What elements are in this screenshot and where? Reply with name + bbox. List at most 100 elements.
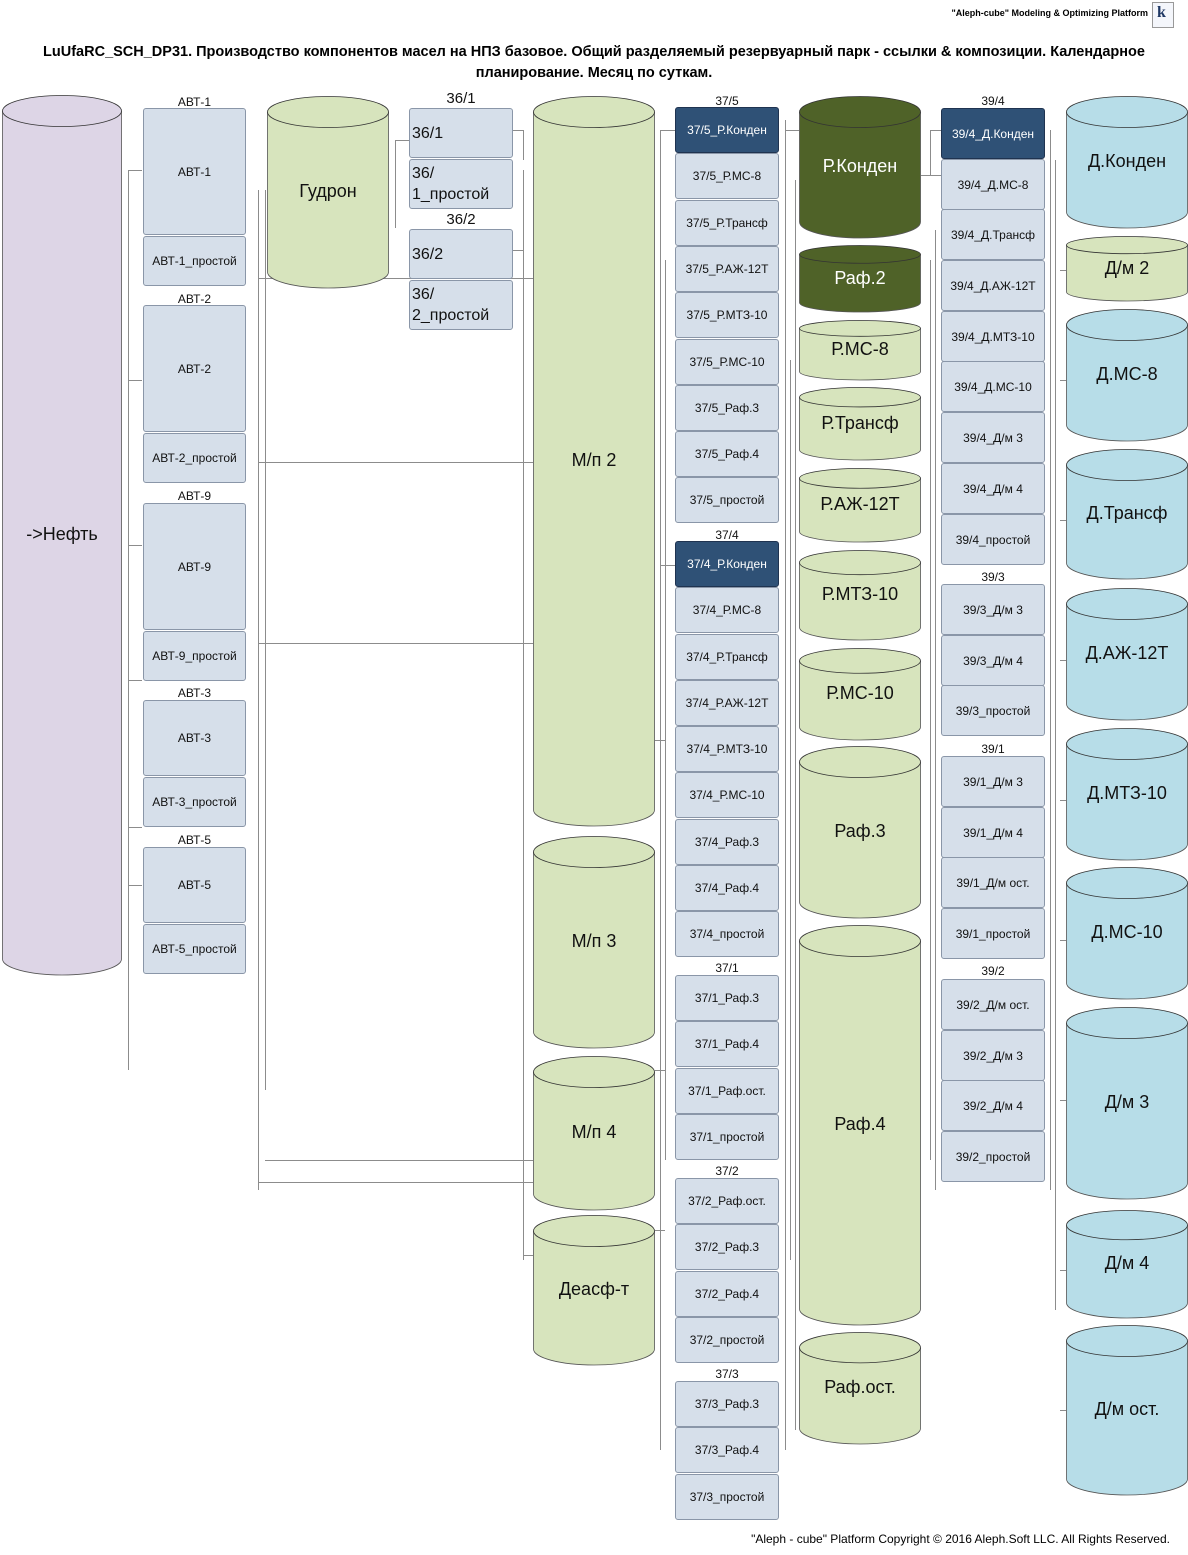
unit-mode-box[interactable]: 37/5_Р.МС-10: [675, 339, 779, 385]
tank-14[interactable]: Раф.3: [799, 746, 921, 919]
tank-shape: [1066, 728, 1188, 861]
unit-mode-box[interactable]: 37/2_Раф.3: [675, 1224, 779, 1270]
tank-11[interactable]: Р.АЖ-12Т: [799, 468, 921, 543]
unit-mode-box[interactable]: 37/4_Р.Конден: [675, 541, 779, 587]
tank-25[interactable]: Д/м 4: [1066, 1210, 1188, 1319]
tank-26[interactable]: Д/м ост.: [1066, 1325, 1188, 1496]
tank-24[interactable]: Д/м 3: [1066, 1007, 1188, 1200]
unit-mode-box[interactable]: 37/2_Раф.4: [675, 1271, 779, 1317]
unit-mode-box[interactable]: 37/1_Раф.3: [675, 975, 779, 1021]
tank-10[interactable]: Р.Трансф: [799, 387, 921, 461]
unit-mode-box[interactable]: 37/4_Р.МС-10: [675, 772, 779, 818]
tank-9[interactable]: Р.МС-8: [799, 320, 921, 381]
unit-mode-box[interactable]: 39/2_Д/м ост.: [941, 979, 1045, 1030]
unit-mode-box[interactable]: 37/5_Раф.3: [675, 385, 779, 431]
tank-6[interactable]: Деасф-т: [533, 1215, 655, 1366]
unit-mode-box[interactable]: 39/4_Д/м 3: [941, 412, 1045, 463]
unit-mode-box[interactable]: 39/2_простой: [941, 1131, 1045, 1182]
unit-mode-box[interactable]: 37/5_Р.Конден: [675, 107, 779, 153]
unit-mode-box[interactable]: 37/3_Раф.3: [675, 1381, 779, 1427]
tank-16[interactable]: Раф.ост.: [799, 1332, 921, 1445]
unit-mode-box[interactable]: 37/1_простой: [675, 1114, 779, 1160]
unit-mode-box[interactable]: АВТ-1_простой: [143, 236, 246, 286]
unit-mode-box[interactable]: АВТ-9: [143, 503, 246, 630]
unit-mode-box[interactable]: АВТ-9_простой: [143, 631, 246, 681]
connector-line: [655, 1070, 665, 1071]
unit-mode-box[interactable]: 37/3_Раф.4: [675, 1427, 779, 1473]
unit-mode-box[interactable]: 39/4_Д.Конден: [941, 108, 1045, 159]
unit-mode-box[interactable]: АВТ-2: [143, 305, 246, 432]
unit-mode-box[interactable]: 36/2: [409, 229, 513, 279]
unit-mode-box[interactable]: 37/4_Раф.4: [675, 865, 779, 911]
tank-12[interactable]: Р.МТЗ-10: [799, 550, 921, 641]
unit-header: АВТ-9: [177, 489, 212, 503]
tank-2[interactable]: Гудрон: [267, 96, 389, 289]
unit-mode-box[interactable]: 39/1_простой: [941, 908, 1045, 959]
unit-mode-box[interactable]: 37/1_Раф.ост.: [675, 1068, 779, 1114]
connector-line: [1060, 660, 1066, 661]
unit-mode-box[interactable]: 39/3_Д/м 4: [941, 635, 1045, 686]
unit-mode-box[interactable]: АВТ-5_простой: [143, 924, 246, 974]
unit-mode-box[interactable]: 37/4_простой: [675, 911, 779, 957]
unit-mode-box[interactable]: 37/1_Раф.4: [675, 1021, 779, 1067]
unit-mode-box[interactable]: АВТ-1: [143, 108, 246, 235]
unit-mode-box[interactable]: 37/4_Раф.3: [675, 819, 779, 865]
unit-mode-box[interactable]: 37/5_Р.Трансф: [675, 200, 779, 246]
unit-mode-box[interactable]: 39/3_простой: [941, 685, 1045, 736]
unit-mode-box[interactable]: 37/5_простой: [675, 477, 779, 523]
unit-mode-box[interactable]: 39/2_Д/м 4: [941, 1080, 1045, 1131]
unit-mode-box[interactable]: 37/5_Р.МС-8: [675, 153, 779, 199]
unit-mode-box[interactable]: 36/ 1_простой: [409, 159, 513, 209]
unit-mode-box[interactable]: 39/4_Д.МС-8: [941, 159, 1045, 210]
tank-20[interactable]: Д.Трансф: [1066, 449, 1188, 580]
tank-1[interactable]: ->Нефть: [2, 95, 122, 976]
unit-mode-box[interactable]: 37/4_Р.МС-8: [675, 587, 779, 633]
tank-7[interactable]: Р.Конден: [799, 96, 921, 239]
tank-13[interactable]: Р.МС-10: [799, 648, 921, 741]
tank-15[interactable]: Раф.4: [799, 925, 921, 1326]
unit-mode-box[interactable]: 39/1_Д/м ост.: [941, 857, 1045, 908]
unit-mode-box[interactable]: 39/4_Д.МТЗ-10: [941, 311, 1045, 362]
tank-8[interactable]: Раф.2: [799, 245, 921, 313]
unit-mode-box[interactable]: 36/1: [409, 108, 513, 158]
tank-22[interactable]: Д.МТЗ-10: [1066, 728, 1188, 861]
unit-mode-box[interactable]: АВТ-2_простой: [143, 433, 246, 483]
unit-mode-box[interactable]: 37/4_Р.Трансф: [675, 634, 779, 680]
unit-mode-box[interactable]: 37/2_простой: [675, 1317, 779, 1363]
unit-mode-box[interactable]: 39/4_Д.Трансф: [941, 209, 1045, 260]
unit-mode-box[interactable]: 36/ 2_простой: [409, 280, 513, 330]
unit-mode-box[interactable]: 39/2_Д/м 3: [941, 1030, 1045, 1081]
tank-17[interactable]: Д.Конден: [1066, 96, 1188, 229]
unit-mode-box[interactable]: 37/5_Р.МТЗ-10: [675, 292, 779, 338]
unit-mode-box[interactable]: АВТ-3_простой: [143, 777, 246, 827]
unit-mode-box[interactable]: 39/1_Д/м 4: [941, 807, 1045, 858]
unit-mode-box[interactable]: 37/4_Р.МТЗ-10: [675, 726, 779, 772]
tank-5[interactable]: М/п 4: [533, 1056, 655, 1211]
unit-mode-box[interactable]: 39/4_Д/м 4: [941, 463, 1045, 514]
unit-mode-box[interactable]: 37/5_Р.АЖ-12Т: [675, 246, 779, 292]
connector-line: [395, 140, 396, 228]
unit-mode-box[interactable]: 37/2_Раф.ост.: [675, 1178, 779, 1224]
unit-mode-box[interactable]: 37/4_Р.АЖ-12Т: [675, 680, 779, 726]
tank-3[interactable]: М/п 2: [533, 96, 655, 827]
unit-mode-box[interactable]: 39/4_простой: [941, 514, 1045, 565]
connector-line: [513, 250, 523, 251]
tank-23[interactable]: Д.МС-10: [1066, 867, 1188, 1000]
tank-label: Д/м 2: [1104, 257, 1150, 278]
unit-mode-box[interactable]: 39/1_Д/м 3: [941, 756, 1045, 807]
unit-mode-box[interactable]: 39/4_Д.МС-10: [941, 361, 1045, 412]
unit-mode-box[interactable]: 37/3_простой: [675, 1474, 779, 1520]
tank-18[interactable]: Д/м 2: [1066, 236, 1188, 302]
tank-19[interactable]: Д.МС-8: [1066, 309, 1188, 442]
connector-line: [1050, 130, 1051, 1190]
tank-21[interactable]: Д.АЖ-12Т: [1066, 588, 1188, 721]
connector-line: [1060, 1410, 1066, 1411]
unit-mode-box[interactable]: 39/4_Д.АЖ-12Т: [941, 260, 1045, 311]
unit-mode-box[interactable]: АВТ-5: [143, 847, 246, 923]
unit-mode-box[interactable]: 39/3_Д/м 3: [941, 584, 1045, 635]
unit-mode-box[interactable]: АВТ-3: [143, 700, 246, 776]
connector-line: [265, 1160, 533, 1161]
tank-4[interactable]: М/п 3: [533, 836, 655, 1049]
connector-line: [523, 170, 524, 1260]
unit-mode-box[interactable]: 37/5_Раф.4: [675, 431, 779, 477]
